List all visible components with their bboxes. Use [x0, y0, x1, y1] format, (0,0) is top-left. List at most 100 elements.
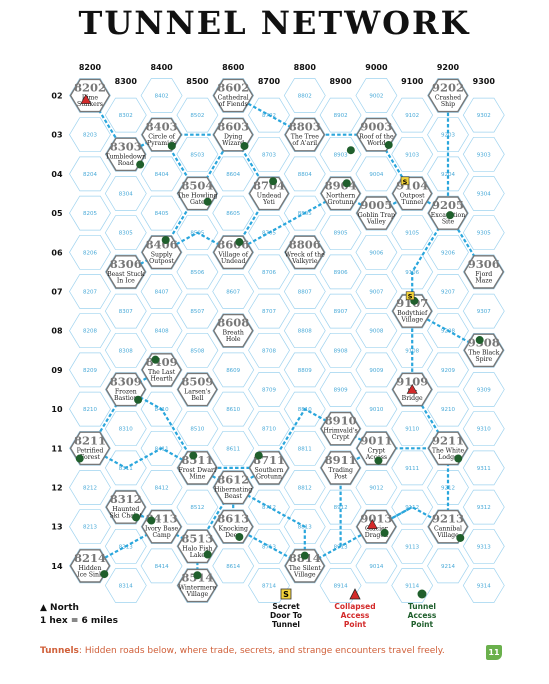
grid-hex [283, 391, 326, 427]
tunnel-access-point [346, 146, 355, 155]
hex-number: 8402 [155, 94, 169, 100]
location-number: 9213 [432, 512, 464, 526]
location-name: The Howling [177, 193, 217, 200]
grid-hex [391, 528, 434, 564]
grid-hex [319, 136, 362, 172]
grid-hex [319, 568, 362, 603]
location-name: Haunted [112, 506, 139, 513]
grid-hex [212, 274, 255, 309]
location-name: Knocking [218, 526, 248, 533]
hex-number: 8902 [334, 113, 348, 119]
grid-hex [355, 234, 398, 270]
grid-hex [391, 568, 434, 603]
location-9107[interactable]: 9107BodythiefVillage [391, 294, 433, 328]
grid-hex [462, 411, 505, 447]
location-number: 9211 [432, 433, 464, 447]
location-9011[interactable]: 9011CryptAccess [356, 431, 397, 466]
collapsed-access-point [366, 519, 378, 529]
grid-hex [283, 117, 326, 153]
location-name: Glacier [365, 526, 388, 533]
location-8514[interactable]: 8514WintermereVillage [177, 568, 218, 603]
grid-hex [104, 332, 147, 368]
grid-hex [140, 391, 183, 427]
hex-number: 9302 [477, 113, 491, 119]
hex-number: 8508 [190, 348, 204, 354]
hex-number: 9206 [441, 250, 455, 256]
location-name: Access [365, 454, 387, 461]
hex-number: 8907 [334, 309, 348, 315]
secret-door: S [405, 291, 415, 301]
location-name: Tunnel [401, 199, 423, 206]
grid-hex [104, 450, 147, 486]
tunnel-access-point [132, 513, 141, 522]
grid-hex [319, 293, 362, 329]
grid-hex [212, 509, 255, 545]
grid-hex [140, 470, 183, 505]
tunnel-access-point [147, 516, 156, 525]
hex-number: 8808 [298, 329, 312, 335]
location-name: Village [186, 591, 209, 598]
grid-hex [212, 391, 255, 427]
hex-number: 8209 [83, 368, 97, 374]
grid-hex [104, 215, 147, 251]
location-name: Fjord [475, 271, 492, 278]
hex-number: 8714 [262, 584, 276, 590]
hex-number: 8310 [119, 427, 133, 433]
location-name: Hole [226, 336, 241, 343]
grid-hex [176, 528, 219, 564]
grid-hex [212, 352, 255, 388]
location-number: 8409 [146, 355, 178, 369]
grid-hex [104, 293, 147, 329]
location-name: Rime [82, 95, 99, 102]
location-number: 8511 [181, 453, 213, 467]
hex-number: 8908 [334, 348, 348, 354]
hex-number: 9004 [369, 172, 383, 178]
location-number: 9205 [432, 198, 464, 212]
location-name: Grotunn [328, 199, 354, 206]
grid-hex [69, 548, 111, 584]
location-name: Ivory Base [145, 526, 178, 533]
grid-hex [391, 136, 434, 172]
location-number: 8303 [110, 139, 142, 153]
map-legend: ▲ North 1 hex = 6 miles [40, 602, 118, 628]
grid-hex [248, 332, 290, 368]
tunnel-access-point [161, 236, 170, 244]
tunnel-access-point [240, 141, 249, 150]
grid-hex [462, 568, 505, 603]
location-name: Tumbledown [106, 153, 147, 160]
grid-hex [176, 332, 219, 368]
hex-number: 9304 [477, 192, 491, 198]
hex-number: 8607 [226, 290, 240, 296]
hex-number: 9303 [477, 152, 491, 158]
hex-number: 9114 [405, 584, 419, 590]
hex-number: 9012 [369, 486, 383, 492]
grid-hex [427, 430, 469, 466]
location-number: 8608 [217, 316, 249, 330]
grid-hex [462, 372, 505, 407]
grid-hex [462, 97, 505, 133]
location-name: Hibernating [214, 487, 252, 494]
